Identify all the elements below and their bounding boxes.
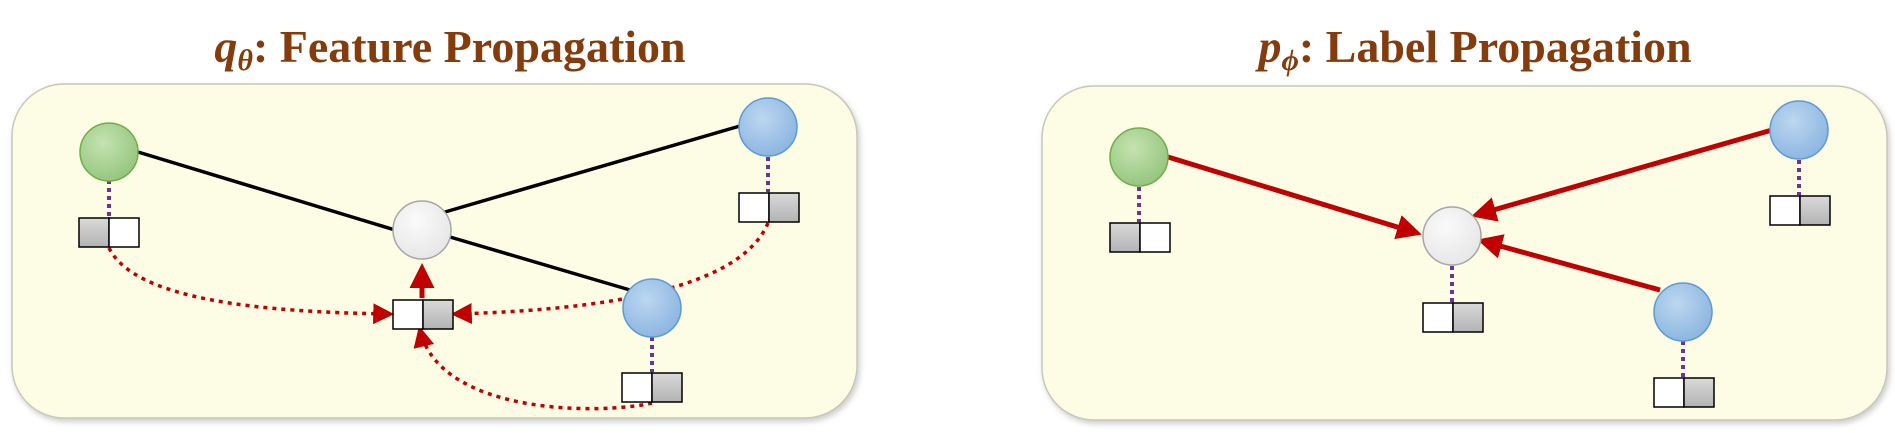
left-panel <box>11 83 858 419</box>
right-title-subscript: ϕ <box>1281 44 1298 77</box>
blue-node-top-right <box>1769 100 1829 160</box>
feature-box-blue-top <box>738 192 800 223</box>
edge-center-blue-top <box>444 124 741 214</box>
right-title-symbol: p <box>1254 21 1281 72</box>
right-title-text: : Label Propagation <box>1299 21 1692 72</box>
green-node <box>79 122 139 182</box>
edge-center-blue-bottom <box>449 235 631 292</box>
right-panel <box>1041 85 1888 421</box>
label-edge-blue-top <box>1471 127 1773 222</box>
blue-node-bottom-right <box>1653 282 1713 342</box>
blue-node-bottom <box>622 278 682 338</box>
label-edge-green <box>1167 154 1422 240</box>
feature-box-center <box>392 299 454 330</box>
center-node <box>392 200 452 260</box>
left-title-symbol: q <box>214 21 237 72</box>
feature-box-green <box>78 217 140 248</box>
left-title-text: : Feature Propagation <box>253 21 686 72</box>
blue-node-top <box>738 97 798 157</box>
label-edge-blue-bottom <box>1477 234 1661 293</box>
left-title-subscript: θ <box>237 44 253 77</box>
right-panel-title: pϕ: Label Propagation <box>1254 21 1691 77</box>
propagation-arrow-green <box>107 247 395 325</box>
feature-box-blue-bottom <box>621 372 683 403</box>
label-box-green <box>1109 222 1171 253</box>
edge-green-center <box>137 150 396 232</box>
propagation-arrow-blue-bottom <box>413 325 653 411</box>
label-box-blue-top <box>1769 195 1831 226</box>
center-node-right <box>1422 206 1482 266</box>
green-node-right <box>1109 127 1169 187</box>
label-box-blue-bottom <box>1653 377 1715 408</box>
label-box-center <box>1422 302 1484 333</box>
left-panel-title: qθ: Feature Propagation <box>214 21 685 77</box>
